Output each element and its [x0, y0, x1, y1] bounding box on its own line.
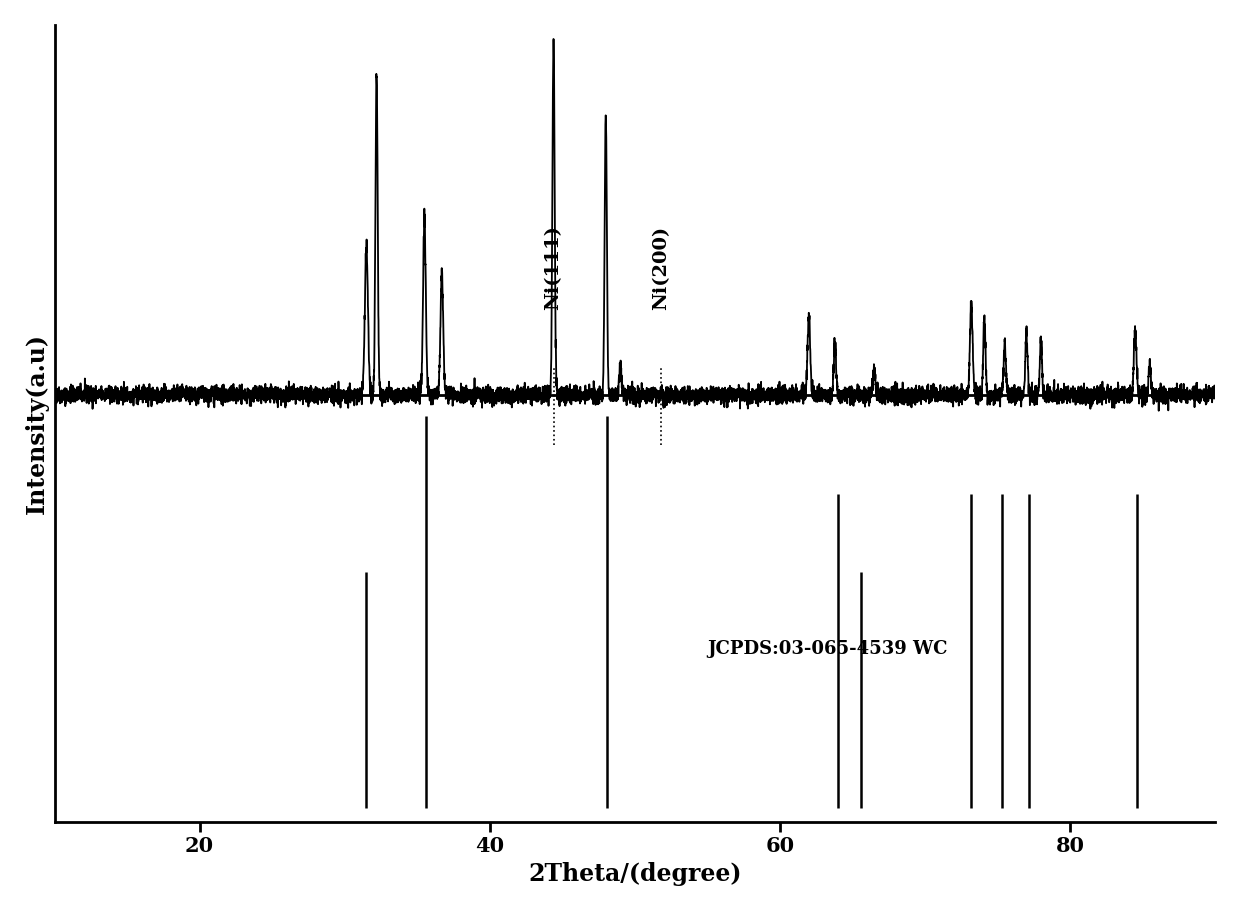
Text: Ni(111): Ni(111) [544, 225, 563, 310]
Text: JCPDS:03-065-4539 WC: JCPDS:03-065-4539 WC [707, 640, 947, 658]
Text: Ni(200): Ni(200) [652, 225, 670, 310]
X-axis label: 2Theta/(degree): 2Theta/(degree) [528, 862, 742, 886]
Y-axis label: Intensity(a.u): Intensity(a.u) [25, 333, 50, 514]
